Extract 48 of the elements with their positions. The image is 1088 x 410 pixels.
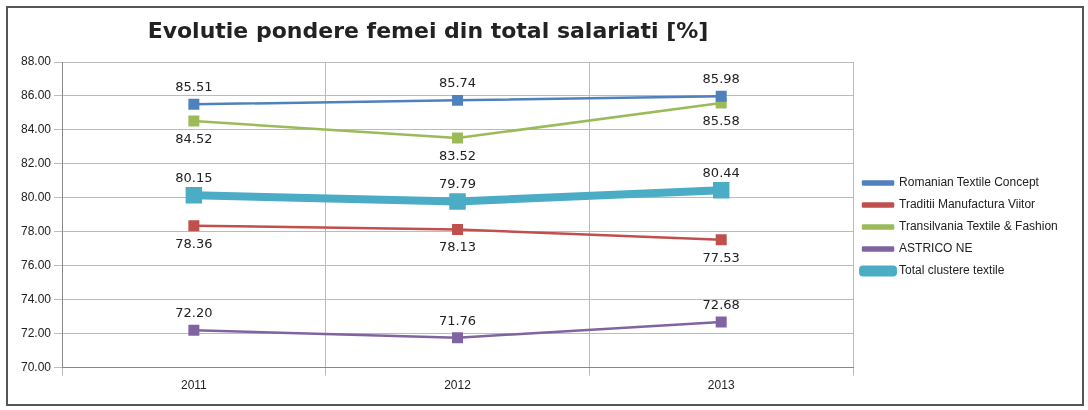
x-tick-label: 2012: [444, 378, 472, 393]
point: [185, 187, 203, 204]
y-tick-label: 88.00: [21, 54, 52, 69]
point: [712, 182, 730, 199]
x-tick-label: 2011: [180, 378, 208, 393]
legend-label: ASTRICO NE: [899, 241, 973, 256]
point: [452, 332, 464, 344]
y-tick-label: 76.00: [21, 258, 52, 273]
data-label: 85.98: [702, 71, 740, 87]
data-label: 78.36: [175, 235, 213, 251]
data-label: 83.52: [438, 147, 477, 163]
data-label: 80.44: [702, 165, 740, 181]
point: [188, 115, 200, 127]
point: [715, 316, 727, 328]
point: [188, 220, 200, 232]
point: [715, 90, 727, 102]
point: [452, 224, 464, 236]
x-tick-label: 2013: [707, 378, 735, 393]
data-label: 77.53: [702, 249, 740, 265]
point: [452, 132, 464, 144]
y-tick-label: 82.00: [21, 156, 52, 171]
legend-label: Transilvania Textile & Fashion: [899, 219, 1058, 234]
data-label: 84.52: [175, 130, 213, 146]
point: [452, 94, 464, 106]
data-label: 85.51: [175, 79, 213, 95]
data-label: 78.13: [438, 239, 477, 255]
y-tick-label: 86.00: [21, 88, 52, 103]
y-tick-label: 78.00: [21, 224, 52, 239]
data-label: 72.68: [702, 296, 740, 312]
y-tick-label: 80.00: [21, 190, 52, 205]
y-tick-label: 70.00: [21, 359, 52, 374]
y-tick-label: 74.00: [21, 292, 52, 306]
legend-label: Traditii Manufactura Viitor: [899, 197, 1036, 212]
data-label: 85.74: [438, 75, 477, 91]
data-label: 71.76: [438, 312, 477, 328]
point: [715, 234, 727, 246]
chart-title: Evolutie pondere femei din total salariati [%]: [146, 18, 710, 43]
legend-label: Romanian Textile Concept: [899, 175, 1040, 190]
point: [188, 324, 200, 336]
y-tick-label: 72.00: [21, 325, 52, 340]
point: [449, 193, 466, 210]
data-label: 72.20: [175, 305, 213, 321]
data-label: 80.15: [175, 170, 213, 186]
point: [188, 98, 200, 110]
legend-label: Total clustere textile: [899, 263, 1005, 278]
data-label: 85.58: [702, 112, 740, 128]
y-tick-label: 84.00: [21, 122, 52, 137]
data-label: 79.79: [438, 176, 477, 192]
